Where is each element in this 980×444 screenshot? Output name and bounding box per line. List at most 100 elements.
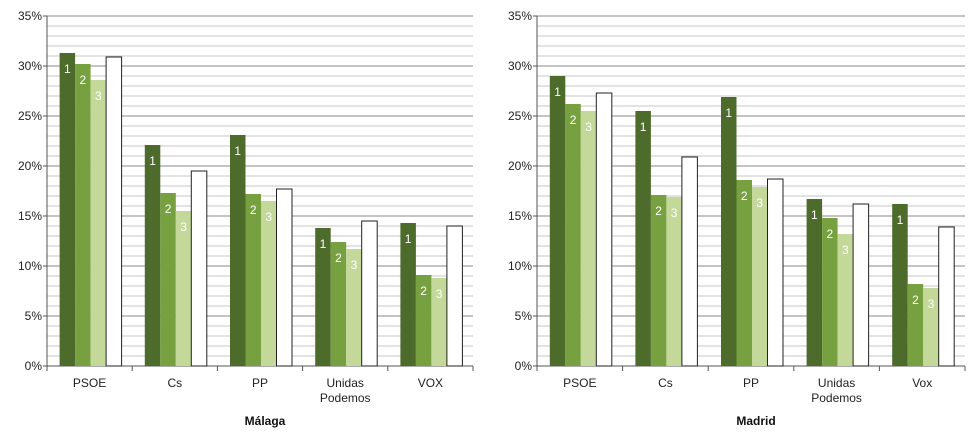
bar [721,97,737,366]
bar-number-label: 1 [554,85,561,99]
bar-number-label: 1 [64,62,71,76]
bar [635,111,651,366]
y-tick-label: 10% [508,259,532,273]
bar-number-label: 3 [842,243,849,257]
category-label: VOX [418,376,443,390]
bar [105,56,123,367]
bar [230,135,246,366]
panel-title: Madrid [736,414,775,428]
y-tick-label: 35% [18,9,42,23]
category-label: Cs [658,376,673,390]
category-label-line: Vox [912,376,932,390]
bar-number-label: 1 [640,120,647,134]
bar [752,187,768,366]
bar [907,284,924,366]
bar [837,234,854,366]
bar-number-label: 2 [655,204,662,218]
bar-number-label: 2 [827,227,834,241]
bar [892,204,908,366]
bar [245,194,261,366]
y-tick-label: 0% [25,359,43,373]
bar [431,278,447,366]
bar [595,92,613,367]
category-label: Unidas Podemos [811,376,862,405]
bar-number-label: 2 [420,284,427,298]
bar [666,197,682,366]
bar-number-label: 2 [250,203,257,217]
bar [144,145,161,366]
bar-number-label: 2 [165,202,172,216]
y-tick-label: 20% [508,159,532,173]
bar [681,156,698,367]
y-tick-label: 30% [508,59,532,73]
bar [90,80,107,366]
bar-number-label: 1 [149,154,156,168]
bar-number-label: 1 [320,237,327,251]
panel-title: Málaga [245,414,286,428]
category-label-line: Cs [167,376,182,390]
bar [330,242,347,366]
bar [175,211,192,366]
bar-number-label: 2 [570,113,577,127]
bar [400,223,416,366]
bar [580,111,597,366]
category-label-line: PP [743,376,759,390]
category-label: Vox [912,376,932,390]
category-label-line: PP [252,376,268,390]
bar-number-label: 3 [756,196,763,210]
category-label-line: PSOE [563,376,596,390]
bar-number-label: 2 [912,293,919,307]
bar-number-label: 3 [585,120,592,134]
category-label-line: Unidas [818,376,855,390]
bar [852,203,870,367]
bar [767,178,784,367]
bar [736,180,752,366]
category-label-line: PSOE [73,376,106,390]
bar [346,249,362,366]
bar-number-label: 3 [436,287,443,301]
bar [822,218,838,366]
bar [923,288,939,366]
y-tick-label: 15% [18,209,42,223]
y-tick-label: 20% [18,159,42,173]
category-label: PSOE [73,376,106,390]
bar [190,170,208,367]
bar [59,53,76,366]
bar [261,201,277,366]
bar-number-label: 3 [928,297,935,311]
category-label-line: Cs [658,376,673,390]
y-tick-label: 35% [508,9,532,23]
y-tick-label: 0% [515,359,533,373]
bar-number-label: 1 [897,213,904,227]
category-label: PSOE [563,376,596,390]
bar-number-label: 2 [335,251,342,265]
bar [806,199,823,366]
bar-number-label: 1 [234,144,241,158]
y-tick-label: 15% [508,209,532,223]
bar-number-label: 1 [405,232,412,246]
category-label: PP [743,376,759,390]
category-label-line: Podemos [320,391,371,405]
category-label: Unidas Podemos [320,376,371,405]
bar-number-label: 2 [741,189,748,203]
bar [446,225,463,367]
category-label-line: Podemos [811,391,862,405]
bar [938,226,955,367]
y-tick-label: 10% [18,259,42,273]
category-label-line: Unidas [327,376,364,390]
category-label: Cs [167,376,182,390]
category-label-line: VOX [418,376,443,390]
y-tick-label: 5% [25,309,43,323]
bar [415,275,432,366]
y-tick-label: 25% [18,109,42,123]
bar [160,193,176,366]
category-label: PP [252,376,268,390]
bar-number-label: 1 [811,208,818,222]
bar-number-label: 3 [180,220,187,234]
bar [650,195,667,366]
bar [361,220,378,367]
